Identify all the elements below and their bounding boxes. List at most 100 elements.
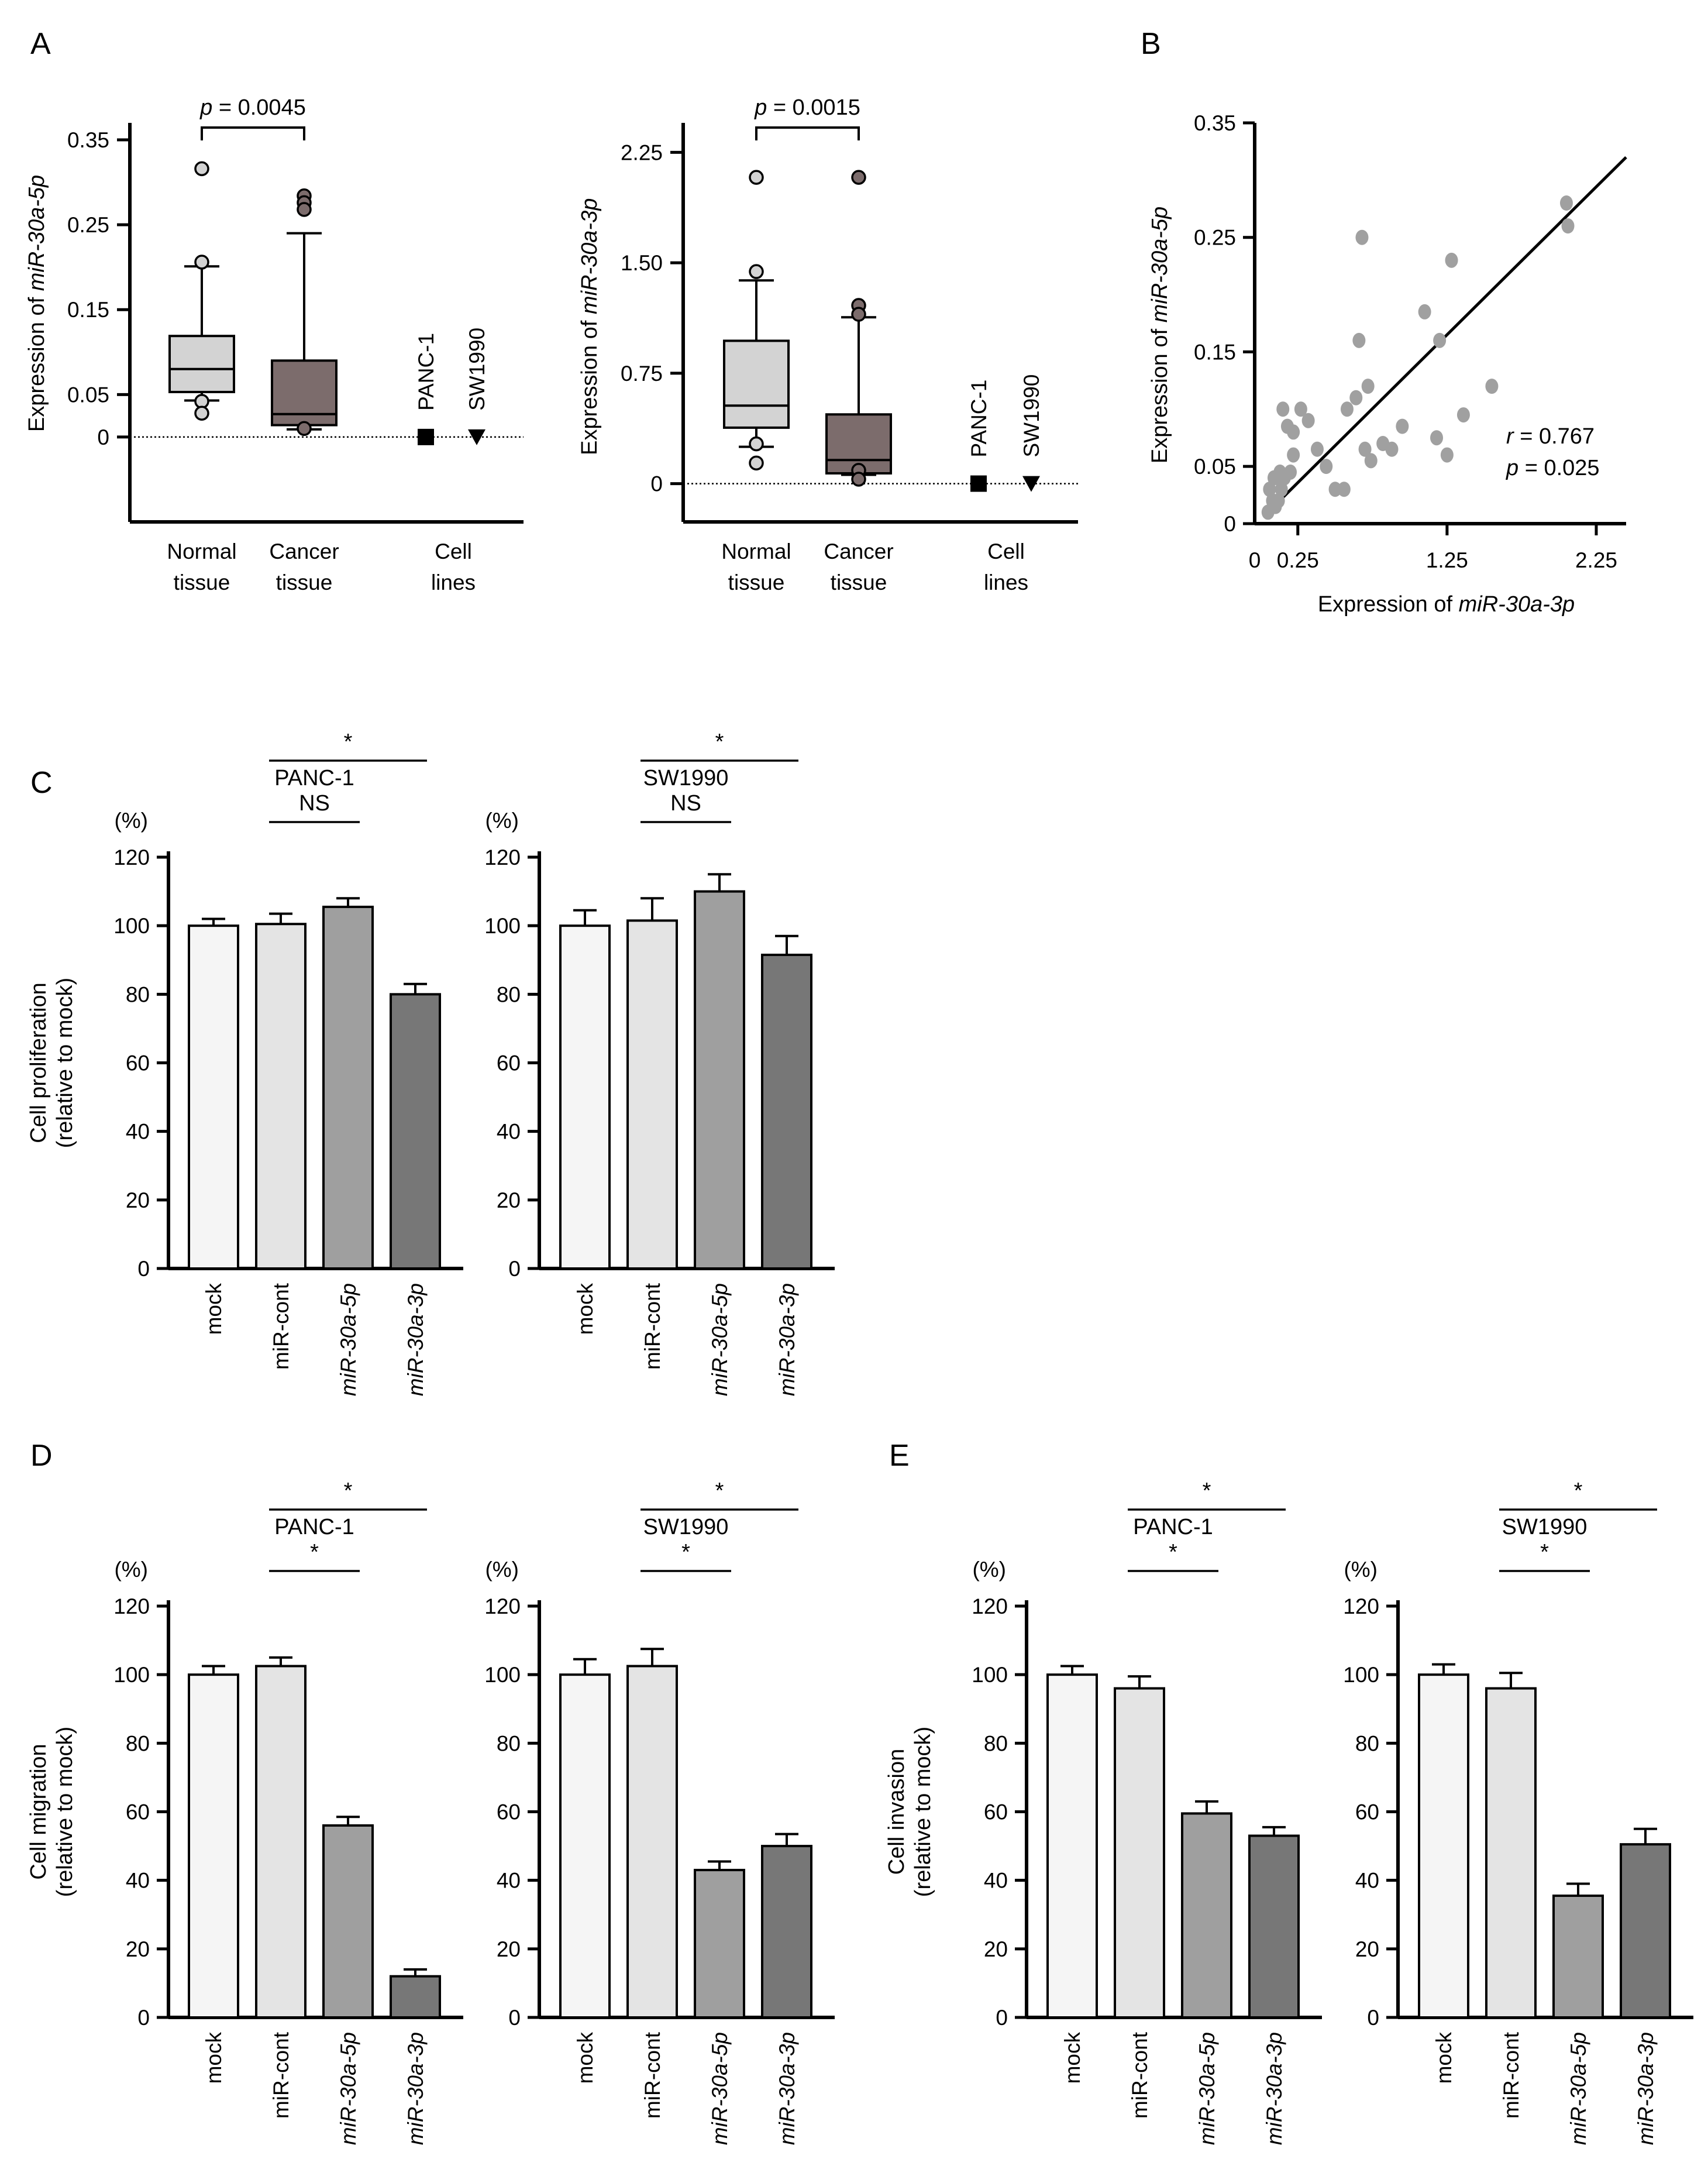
scatter-point	[1561, 218, 1575, 234]
scatter-chart: 00.050.150.250.350 0.25 1.25 2.25Expression…	[1148, 111, 1627, 617]
y-tick-label: 120	[1343, 1594, 1379, 1618]
unit-label: (%)	[114, 1558, 148, 1582]
y-tick-label: 20	[984, 1937, 1008, 1961]
bar	[390, 1975, 441, 2019]
p-value-label: p = 0.0015	[754, 95, 860, 120]
y-tick-label: 0	[137, 2006, 150, 2030]
y-tick-label: 120	[113, 1594, 150, 1618]
panel-label-b: B	[1141, 27, 1161, 61]
bar	[559, 924, 611, 1270]
y-tick-label: 100	[113, 914, 150, 938]
scatter-point	[1361, 379, 1375, 394]
scatter-point	[1364, 453, 1378, 469]
y-tick-label: 0.05	[67, 383, 109, 407]
significance-star: *	[715, 730, 724, 754]
scatter-point	[1276, 401, 1290, 417]
outlier-point	[851, 170, 866, 185]
group-label: Cancer	[269, 539, 339, 563]
bar-chart: 0 20 40 60 80 100 120 (%) PANC-1 Cell proliferati…	[26, 730, 463, 1396]
box-iqr	[723, 339, 790, 429]
bar	[1485, 1687, 1537, 2019]
bar	[1248, 1834, 1300, 2019]
significance-star: *	[1169, 1540, 1177, 1565]
y-tick-label: 40	[126, 1120, 150, 1144]
ns-label: NS	[670, 791, 701, 816]
scatter-point	[1294, 401, 1307, 417]
x-tick-label: miR-cont	[1128, 2031, 1152, 2119]
y-axis-label: (relative to mock)	[53, 1727, 77, 1897]
x-tick-label: 2.25	[1575, 548, 1617, 572]
x-tick-label: miR-30a-3p	[775, 2032, 799, 2145]
scatter-point	[1559, 195, 1573, 211]
p-value-label-part-1: = 0.0045	[212, 95, 306, 120]
p-value-label-part-1: = 0.0015	[767, 95, 860, 120]
x-tick-label: mock	[1060, 2032, 1084, 2084]
panel-label-a: A	[30, 27, 51, 61]
scatter-point	[1310, 441, 1324, 457]
panel-label-d: D	[30, 1439, 53, 1473]
chart-title: PANC-1	[274, 1515, 354, 1539]
box-group	[723, 170, 790, 471]
y-tick-label: 20	[497, 1188, 521, 1212]
chart-title: SW1990	[643, 1515, 729, 1539]
x-tick-label: miR-30a-5p	[708, 2032, 732, 2145]
p-value-label: p = 0.025	[1506, 456, 1600, 480]
bar	[188, 924, 239, 1270]
box-group	[271, 188, 338, 436]
box-chart: 0 0.75 1.50 2.25 Expression of miR-30a-3p Nor…	[577, 95, 1078, 594]
scatter-point	[1275, 482, 1288, 497]
significance-star: *	[715, 1479, 724, 1503]
bar	[1552, 1895, 1604, 2019]
group-label: Normal	[721, 539, 791, 563]
x-tick-label: miR-30a-5p	[708, 1283, 732, 1396]
panc1-marker	[418, 428, 434, 445]
panc1-marker	[970, 475, 987, 492]
bar-chart: 0 20 40 60 80 100 120 (%) SW1990 mock miR-cont miR-…	[1343, 1479, 1693, 2145]
y-tick-label: 80	[1355, 1731, 1379, 1755]
outlier-point	[851, 472, 866, 487]
x-tick-label: mock	[1432, 2032, 1456, 2084]
significance-star: *	[344, 1479, 353, 1503]
chart-title: SW1990	[643, 766, 729, 790]
x-tick-label: miR-30a-3p	[404, 1283, 428, 1396]
significance-star: *	[681, 1540, 690, 1565]
bar	[694, 890, 745, 1270]
y-axis-label-part-0: Expression of	[25, 291, 49, 432]
group-label: lines	[984, 570, 1028, 594]
y-axis-label: Cell proliferation	[26, 982, 51, 1143]
scatter-point	[1440, 447, 1454, 463]
bar	[1620, 1843, 1671, 2019]
scatter-point	[1430, 430, 1444, 446]
regression-line	[1266, 156, 1627, 514]
significance-star: *	[344, 730, 353, 754]
scatter-point	[1287, 424, 1300, 440]
y-tick-label: 0.25	[1194, 226, 1236, 250]
group-label: lines	[431, 570, 476, 594]
x-tick-label: miR-30a-5p	[1566, 2032, 1590, 2145]
scatter-point	[1456, 407, 1470, 423]
y-tick-label: 60	[1355, 1800, 1379, 1824]
group-label: tissue	[831, 570, 887, 594]
y-axis-label: (relative to mock)	[911, 1727, 935, 1897]
y-tick-label: 1.50	[621, 251, 663, 275]
bar	[255, 1665, 307, 2019]
bar	[322, 905, 374, 1270]
y-tick-label: 40	[984, 1869, 1008, 1893]
scatter-point	[1418, 304, 1431, 319]
cell-line-name: PANC-1	[967, 380, 991, 458]
y-tick-label: 120	[484, 1594, 521, 1618]
scatter-point	[1340, 401, 1354, 417]
y-tick-label: 100	[484, 914, 521, 938]
y-tick-label: 0.05	[1194, 455, 1236, 479]
x-tick-label: miR-30a-5p	[1195, 2032, 1219, 2145]
scatter-point	[1385, 441, 1399, 457]
y-axis-label-part-1: miR-30a-3p	[577, 198, 602, 315]
y-axis-label: (relative to mock)	[53, 978, 77, 1148]
y-axis-label-part-1: miR-30a-5p	[1148, 207, 1172, 323]
bar	[1114, 1687, 1165, 2019]
box-group	[168, 161, 235, 421]
cell-line-name: SW1990	[1020, 374, 1044, 458]
plots: 0 0.05 0.15 0.25 0.35 Expression of miR-30a-5…	[25, 95, 1693, 2145]
box-chart: 0 0.05 0.15 0.25 0.35 Expression of miR-30a-5…	[25, 95, 524, 594]
